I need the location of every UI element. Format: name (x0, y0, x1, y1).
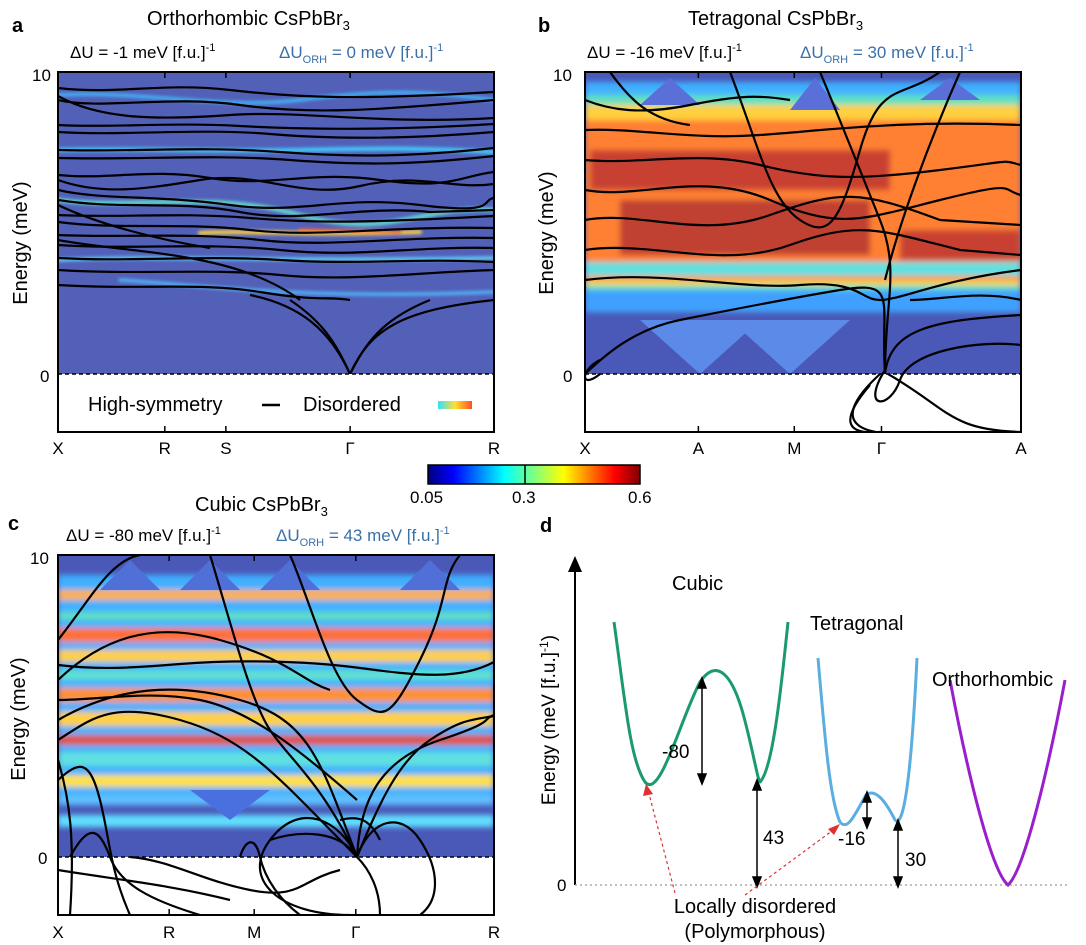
panel-c-title: Cubic CsPbBr3 (195, 494, 328, 519)
panel-b-frame (584, 71, 1022, 433)
panel-letter-c: c (8, 513, 19, 535)
kpoint-label: M (247, 923, 261, 942)
panel-a-ytick-0: 0 (40, 367, 49, 386)
panel-b-ylabel: Energy (meV) (536, 171, 558, 294)
colorbar-tick-label-max: 0.6 (628, 488, 652, 507)
colorbar: 0.05 0.3 0.6 (410, 464, 652, 507)
panel-d-ylabel: Energy (meV [f.u.]-1) (537, 635, 560, 805)
panel-c-duorh: ΔUORH = 43 meV [f.u.]-1 (276, 525, 450, 549)
panel-a-ylabel: Energy (meV) (10, 181, 32, 304)
cubic-energy-well (612, 621, 790, 786)
colorbar-tick-label-mid: 0.3 (512, 488, 536, 507)
panel-c-ytick-0: 0 (38, 849, 47, 868)
kpoint-label: R (488, 439, 500, 458)
kpoint-label: S (220, 439, 231, 458)
energy-arrows (696, 675, 904, 890)
note-polymorphous: (Polymorphous) (684, 921, 825, 943)
kpoint-label: Γ (345, 439, 354, 458)
kpoint-label: R (159, 439, 171, 458)
panel-b-high-symmetry (585, 72, 1021, 432)
kpoint-label: A (1015, 439, 1027, 458)
panel-b-disordered (585, 78, 1021, 374)
panel-d: d 0 Energy (meV [f.u.]-1) Cubic Tetragon… (537, 515, 1070, 943)
panel-letter-d: d (540, 515, 552, 537)
kpoint-label: M (787, 439, 801, 458)
panel-letter-a: a (12, 15, 24, 37)
annot-tetragonal-offset: 30 (905, 850, 926, 871)
panel-a: a Orthorhombic CsPbBr3 ΔU = -1 meV [f.u.… (10, 8, 500, 458)
annot-cubic-barrier: -80 (662, 742, 689, 763)
panel-a-high-symmetry (58, 86, 494, 375)
legend-disordered: Disordered (303, 394, 401, 416)
panel-c-ytick-10: 10 (30, 549, 49, 568)
panel-c-disordered (58, 560, 494, 827)
panel-a-heatmap (58, 72, 494, 374)
colorbar-gradient (427, 464, 641, 485)
panel-a-title: Orthorhombic CsPbBr3 (147, 8, 350, 33)
panel-c: c Cubic CsPbBr3 ΔU = -80 meV [f.u.]-1 ΔU… (8, 494, 500, 942)
panel-d-axis-arrow (568, 556, 582, 572)
kpoint-label: X (579, 439, 590, 458)
panel-b: b Tetragonal CsPbBr3 ΔU = -16 meV [f.u.]… (536, 8, 1027, 458)
kpoint-label: X (52, 923, 63, 942)
kpoint-label: X (52, 439, 63, 458)
panel-letter-b: b (538, 15, 550, 37)
panel-c-du: ΔU = -80 meV [f.u.]-1 (66, 525, 221, 545)
legend-heat-swatch (438, 401, 472, 409)
panel-a-ytick-10: 10 (32, 66, 51, 85)
annot-tetragonal-barrier: -16 (838, 829, 865, 850)
kpoint-label: R (488, 923, 500, 942)
panel-b-duorh: ΔUORH = 30 meV [f.u.]-1 (800, 42, 974, 66)
orthorhombic-energy-well (948, 679, 1067, 887)
kpoint-label: R (163, 923, 175, 942)
kpoint-label: Γ (351, 923, 360, 942)
panel-b-du: ΔU = -16 meV [f.u.]-1 (587, 42, 742, 62)
label-orthorhombic: Orthorhombic (932, 669, 1053, 691)
kpoint-label: Γ (877, 439, 886, 458)
panel-d-zero-label: 0 (557, 876, 566, 895)
panel-a-frame (57, 71, 495, 433)
colorbar-tick-label-min: 0.05 (410, 488, 443, 507)
panel-b-title: Tetragonal CsPbBr3 (688, 8, 863, 33)
polymorph-pointers (647, 789, 837, 896)
kpoint-label: A (693, 439, 705, 458)
panel-c-ylabel: Energy (meV) (8, 657, 30, 780)
panel-a-du: ΔU = -1 meV [f.u.]-1 (70, 42, 215, 62)
panel-c-frame (57, 554, 495, 916)
legend-high-symmetry: High-symmetry (88, 394, 222, 416)
panel-a-duorh: ΔUORH = 0 meV [f.u.]-1 (279, 42, 443, 66)
pointer-arrowhead-left (643, 784, 653, 796)
panel-a-below-zero (58, 374, 494, 432)
pointer-arrowhead-right (828, 824, 840, 835)
panel-b-ytick-0: 0 (563, 367, 572, 386)
annot-cubic-offset: 43 (763, 828, 784, 849)
panel-b-below-zero (585, 374, 1021, 432)
label-cubic: Cubic (672, 573, 723, 595)
label-tetragonal: Tetragonal (810, 613, 903, 635)
note-locally-disordered: Locally disordered (674, 896, 836, 918)
panel-b-ytick-10: 10 (553, 66, 572, 85)
